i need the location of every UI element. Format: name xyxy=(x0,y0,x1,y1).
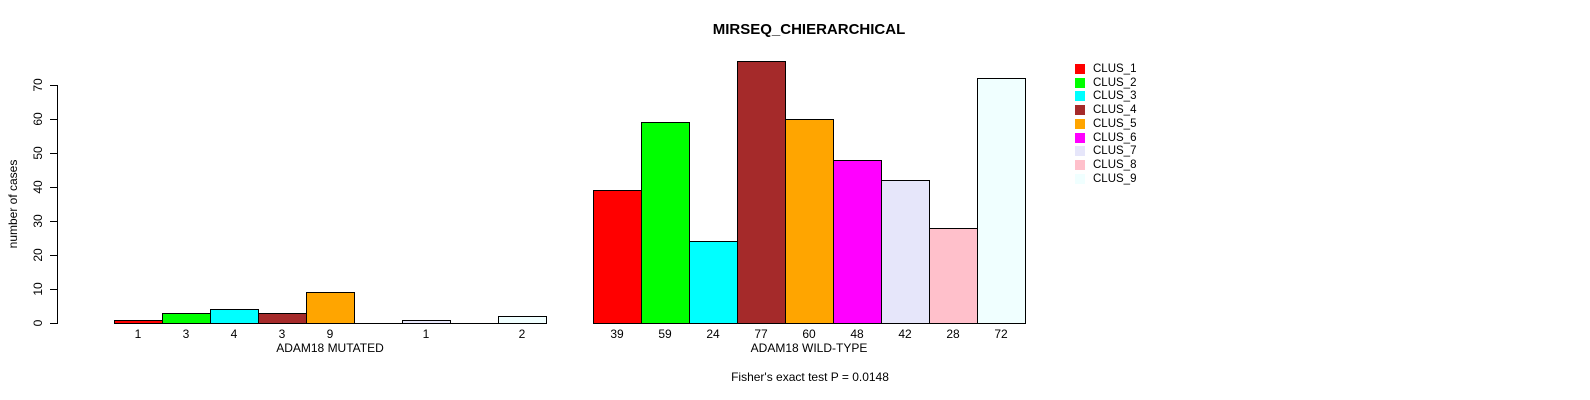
bar-value-label: 9 xyxy=(326,327,334,341)
bar-value-label: 3 xyxy=(278,327,286,341)
bar-clus_5 xyxy=(785,119,834,324)
group-axis-label: ADAM18 WILD-TYPE xyxy=(750,341,868,355)
bar-value-label: 4 xyxy=(230,327,238,341)
bar-value-label: 39 xyxy=(610,327,624,341)
legend-label: CLUS_5 xyxy=(1093,117,1137,130)
bar-clus_7 xyxy=(402,320,451,324)
y-tick xyxy=(50,289,57,290)
bar-clus_2 xyxy=(162,313,211,324)
y-axis-label: number of cases xyxy=(6,159,20,249)
bar-value-label: 77 xyxy=(754,327,768,341)
fisher-test-note: Fisher's exact test P = 0.0148 xyxy=(731,370,889,384)
y-axis-line xyxy=(57,85,58,324)
bar-clus_3 xyxy=(689,241,738,324)
legend-swatch-clus_5 xyxy=(1075,118,1085,129)
y-tick xyxy=(50,187,57,188)
y-tick xyxy=(50,323,57,324)
bar-value-label: 72 xyxy=(994,327,1008,341)
legend-label: CLUS_6 xyxy=(1093,131,1137,144)
bar-clus_5 xyxy=(306,292,355,324)
legend-swatch-clus_3 xyxy=(1075,91,1085,102)
bar-value-label: 1 xyxy=(422,327,430,341)
y-tick xyxy=(50,85,57,86)
bar-value-label: 24 xyxy=(706,327,720,341)
bar-value-label: 28 xyxy=(946,327,960,341)
y-tick-label: 60 xyxy=(31,112,45,126)
legend-label: CLUS_8 xyxy=(1093,158,1137,171)
y-tick-label: 50 xyxy=(31,146,45,160)
bar-clus_3 xyxy=(210,309,259,324)
bar-clus_4 xyxy=(737,61,786,324)
bar-value-label: 1 xyxy=(134,327,142,341)
bar-clus_1 xyxy=(593,190,642,324)
y-tick xyxy=(50,119,57,120)
chart-title: MIRSEQ_CHIERARCHICAL xyxy=(712,21,906,38)
legend-swatch-clus_6 xyxy=(1075,132,1085,143)
legend-swatch-clus_9 xyxy=(1075,173,1085,184)
y-tick-label: 30 xyxy=(31,214,45,228)
bar-clus_6 xyxy=(833,160,882,324)
legend-swatch-clus_7 xyxy=(1075,146,1085,157)
legend-swatch-clus_2 xyxy=(1075,77,1085,88)
bar-clus_9 xyxy=(498,316,547,324)
y-tick xyxy=(50,153,57,154)
bar-clus_1 xyxy=(114,320,163,324)
group-axis-label: ADAM18 MUTATED xyxy=(276,341,384,355)
legend-swatch-clus_4 xyxy=(1075,105,1085,116)
bar-clus_4 xyxy=(258,313,307,324)
legend-label: CLUS_4 xyxy=(1093,104,1137,117)
bar-clus_8 xyxy=(929,228,978,324)
y-tick-label: 70 xyxy=(31,78,45,92)
legend-label: CLUS_7 xyxy=(1093,145,1137,158)
bar-value-label: 59 xyxy=(658,327,672,341)
bar-value-label: 42 xyxy=(898,327,912,341)
bar-value-label: 3 xyxy=(182,327,190,341)
bar-value-label: 48 xyxy=(850,327,864,341)
y-tick xyxy=(50,255,57,256)
legend-label: CLUS_1 xyxy=(1093,63,1137,75)
bar-value-label: 60 xyxy=(802,327,816,341)
y-tick-label: 10 xyxy=(31,282,45,296)
legend-swatch-clus_1 xyxy=(1075,64,1085,74)
legend-label: CLUS_2 xyxy=(1093,76,1137,89)
legend-label: CLUS_9 xyxy=(1093,172,1137,185)
bar-clus_2 xyxy=(641,122,690,324)
y-tick-label: 40 xyxy=(31,180,45,194)
bar-value-label: 2 xyxy=(518,327,526,341)
bar-clus_7 xyxy=(881,180,930,324)
legend-label: CLUS_3 xyxy=(1093,90,1137,103)
y-tick-label: 0 xyxy=(31,319,45,327)
bar-clus_9 xyxy=(977,78,1026,324)
legend-swatch-clus_8 xyxy=(1075,159,1085,170)
y-tick-label: 20 xyxy=(31,248,45,262)
y-tick xyxy=(50,221,57,222)
